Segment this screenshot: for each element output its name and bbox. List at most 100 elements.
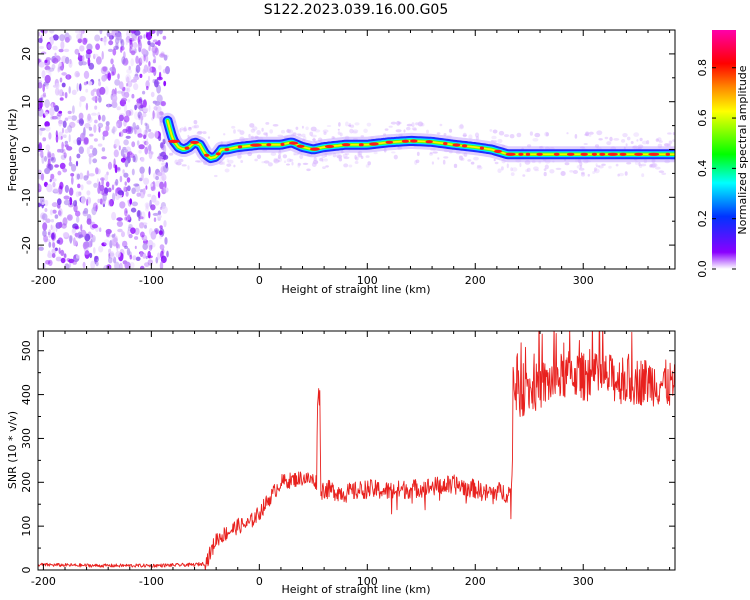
spectral-haze — [309, 131, 314, 136]
spectral-haze — [596, 130, 603, 136]
noise-speckle — [57, 67, 60, 73]
spectral-haze — [343, 163, 349, 168]
noise-speckle — [159, 53, 166, 58]
noise-speckle — [83, 207, 89, 214]
noise-speckle — [123, 115, 130, 123]
noise-speckle — [158, 230, 163, 235]
noise-speckle — [112, 126, 118, 132]
spectral-haze — [468, 134, 473, 140]
noise-speckle — [101, 74, 107, 82]
noise-speckle — [123, 172, 129, 178]
track-peak — [358, 143, 364, 147]
noise-speckle — [39, 127, 46, 131]
noise-speckle — [141, 211, 146, 221]
noise-speckle — [145, 125, 150, 133]
noise-speckle — [44, 121, 50, 128]
spectral-haze — [348, 124, 351, 127]
noise-speckle — [91, 235, 96, 243]
spectral-haze — [240, 160, 244, 163]
noise-speckle — [150, 231, 157, 240]
noise-speckle — [44, 74, 51, 84]
noise-speckle — [51, 253, 56, 258]
spectral-haze — [506, 163, 509, 169]
noise-speckle — [47, 67, 55, 72]
spectral-haze — [569, 170, 574, 173]
spectral-haze — [296, 133, 302, 136]
noise-speckle — [68, 86, 71, 94]
noise-speckle — [50, 219, 55, 223]
spectral-haze — [493, 140, 497, 143]
noise-speckle — [90, 260, 96, 269]
noise-speckle — [86, 116, 93, 124]
noise-speckle — [79, 234, 84, 238]
noise-speckle — [152, 50, 156, 57]
spectral-haze — [322, 166, 326, 170]
noise-speckle — [145, 255, 148, 260]
noise-speckle — [45, 57, 52, 61]
noise-speckle — [125, 191, 129, 197]
noise-speckle — [45, 218, 51, 223]
noise-speckle — [114, 164, 118, 174]
noise-speckle — [107, 72, 112, 81]
noise-speckle — [110, 58, 114, 65]
noise-speckle — [117, 228, 123, 233]
noise-speckle — [77, 183, 81, 189]
spectral-haze — [664, 143, 671, 147]
noise-speckle — [59, 97, 64, 101]
spectral-haze — [641, 140, 648, 145]
noise-speckle — [61, 82, 66, 88]
noise-speckle — [44, 65, 51, 71]
noise-speckle — [111, 184, 115, 191]
noise-speckle — [88, 62, 95, 70]
spectral-haze — [388, 125, 393, 128]
noise-speckle — [120, 157, 127, 163]
noise-speckle — [82, 261, 86, 269]
spectral-haze — [476, 165, 483, 170]
noise-speckle — [123, 139, 129, 146]
noise-speckle — [52, 242, 56, 249]
track-peak — [494, 149, 502, 153]
noise-speckle — [62, 232, 69, 238]
noise-speckle — [129, 262, 135, 269]
noise-speckle — [163, 80, 167, 87]
track-peak — [250, 143, 262, 147]
spectral-haze — [443, 156, 449, 159]
noise-speckle — [132, 122, 136, 130]
spectrogram-y-tick-label: -20 — [20, 236, 33, 254]
noise-speckle — [139, 35, 143, 40]
snr-axes: -200 -100 0 100 200 300 0 100 200 300 400 500 — [20, 331, 675, 588]
noise-speckle — [147, 40, 151, 46]
noise-speckle — [145, 32, 153, 41]
noise-speckle — [118, 132, 122, 137]
spectral-haze — [323, 131, 327, 135]
noise-speckle — [148, 144, 152, 152]
noise-speckle — [98, 95, 102, 103]
noise-speckle — [76, 137, 82, 145]
spectral-haze — [195, 160, 201, 163]
noise-speckle — [50, 232, 57, 241]
noise-speckle — [148, 104, 151, 113]
noise-speckle — [92, 95, 99, 102]
spectral-haze — [286, 158, 292, 163]
noise-speckle — [119, 262, 123, 269]
spectral-haze — [298, 163, 302, 166]
colorbar-tick-label: 0.8 — [696, 59, 709, 77]
spectral-haze — [668, 140, 673, 144]
spectral-haze — [360, 155, 364, 159]
noise-speckle — [58, 110, 63, 114]
noise-speckle — [69, 155, 72, 163]
spectral-haze — [233, 129, 236, 134]
noise-speckle — [125, 135, 131, 139]
noise-speckle — [134, 227, 140, 236]
colorbar-tick-label: 0.6 — [696, 109, 709, 127]
noise-speckle — [97, 143, 103, 147]
noise-speckle — [89, 145, 94, 150]
noise-speckle — [54, 52, 57, 57]
noise-speckle — [99, 227, 102, 232]
noise-speckle — [52, 34, 59, 41]
noise-speckle — [133, 76, 140, 81]
noise-speckle — [41, 70, 46, 79]
noise-speckle — [81, 61, 87, 66]
spectral-haze — [583, 143, 588, 145]
colorbar-tick-label: 0.2 — [696, 210, 709, 228]
